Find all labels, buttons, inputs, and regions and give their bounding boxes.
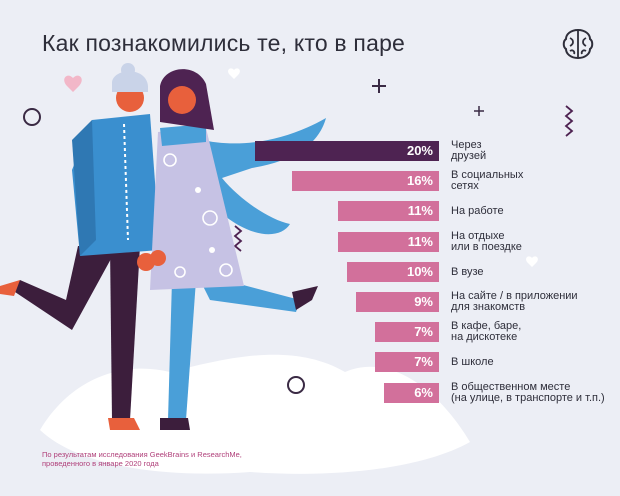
bar-value-label: 11%: [407, 234, 433, 249]
bar-value-label: 6%: [414, 385, 433, 400]
bar: 11%: [338, 232, 439, 252]
bar-value-label: 10%: [406, 264, 433, 279]
bar: 20%: [255, 141, 439, 161]
bar: 6%: [384, 383, 439, 403]
category-label: На работе: [451, 204, 504, 217]
category-label: На отдыхе или в поездке: [451, 230, 522, 253]
category-label: В школе: [451, 355, 494, 368]
brain-icon: [562, 28, 594, 60]
category-label: В общественном месте (на улице, в трансп…: [451, 381, 605, 404]
bar-value-label: 7%: [414, 324, 433, 339]
category-label: В вузе: [451, 265, 484, 278]
bar-value-label: 20%: [406, 143, 433, 158]
bar: 7%: [375, 322, 439, 342]
bar: 7%: [375, 352, 439, 372]
source-footnote: По результатам исследования GeekBrains и…: [42, 450, 242, 468]
category-label: На сайте / в приложении для знакомств: [451, 290, 578, 313]
bar: 10%: [347, 262, 439, 282]
bar: 9%: [356, 292, 439, 312]
bar-value-label: 11%: [407, 203, 433, 218]
category-label: В кафе, баре, на дискотеке: [451, 320, 522, 343]
page-title: Как познакомились те, кто в паре: [42, 30, 406, 56]
category-label: Через друзей: [451, 139, 487, 162]
bar-value-label: 9%: [414, 294, 433, 309]
bar: 11%: [338, 201, 439, 221]
bar-value-label: 7%: [414, 354, 433, 369]
bar-value-label: 16%: [406, 173, 433, 188]
bar: 16%: [292, 171, 439, 191]
category-label: В социальных сетях: [451, 169, 524, 192]
